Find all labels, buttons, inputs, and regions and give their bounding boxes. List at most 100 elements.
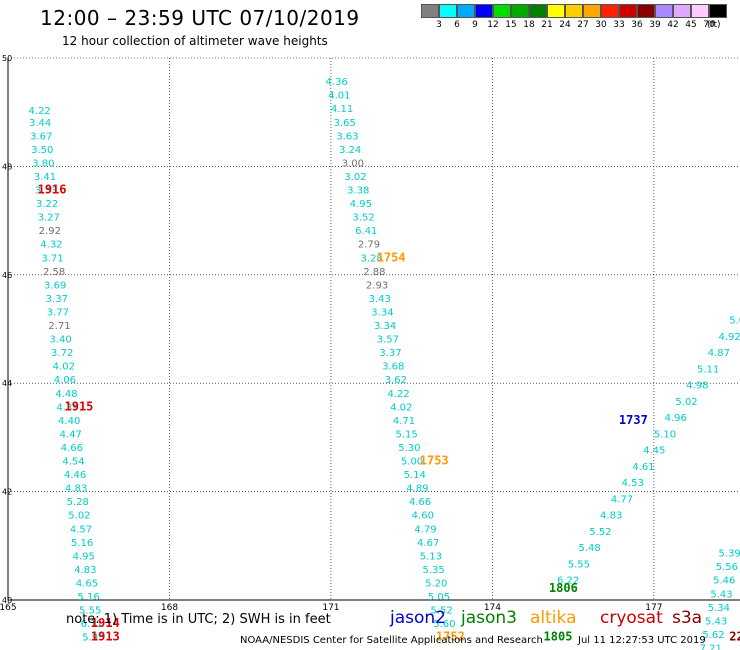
sat-label-jason3: jason3 <box>461 608 517 628</box>
swh-point-label: 5.95 <box>82 633 104 644</box>
color-scale-label: 24 <box>559 20 571 30</box>
swh-point-label: 5.52 <box>589 527 611 538</box>
swh-point-label: 3.24 <box>339 145 361 156</box>
footer-timestamp: Jul 11 12:27:53 UTC 2019 <box>578 635 706 646</box>
swh-point-label: 3.43 <box>369 294 391 305</box>
color-scale-label: 36 <box>631 20 643 30</box>
swh-point-label: 4.83 <box>600 511 622 522</box>
color-scale-label: 21 <box>541 20 553 30</box>
time-label: 1737 <box>619 413 648 427</box>
swh-point-label: 3.34 <box>374 321 396 332</box>
swh-point-label: 4.96 <box>665 413 687 424</box>
color-scale-label: 42 <box>667 20 679 30</box>
color-scale-label: 18 <box>523 20 535 30</box>
swh-point-label: 3.71 <box>41 253 63 264</box>
swh-point-label: 3.50 <box>31 145 53 156</box>
color-scale-label: 70 <box>703 20 715 30</box>
swh-point-label: 4.60 <box>412 511 434 522</box>
swh-point-label: 5.55 <box>568 559 590 570</box>
swh-point-label: 4.87 <box>708 348 730 359</box>
swh-point-label: 2.88 <box>363 267 385 278</box>
swh-point-label: 5.13 <box>420 551 442 562</box>
swh-point-label: 4.39 <box>56 402 78 413</box>
swh-point-label: 5.55 <box>79 606 101 617</box>
swh-point-label: 4.92 <box>718 332 740 343</box>
swh-point-label: 4.89 <box>406 484 428 495</box>
swh-point-label: 5.00 <box>401 457 423 468</box>
swh-point-label: 5.05 <box>428 592 450 603</box>
swh-point-label: 4.67 <box>417 538 439 549</box>
swh-point-label: 5.11 <box>697 364 719 375</box>
swh-point-label: 3.37 <box>46 294 68 305</box>
swh-point-label: 4.83 <box>74 565 96 576</box>
swh-point-label: 3.34 <box>371 307 393 318</box>
color-scale-label: 45 <box>685 20 697 30</box>
x-tick-label: 177 <box>645 603 662 613</box>
y-tick-label: 44 <box>2 379 12 388</box>
swh-point-label: 2.93 <box>366 280 388 291</box>
swh-point-label: 3.27 <box>38 213 60 224</box>
footer-credit: NOAA/NESDIS Center for Satellite Applica… <box>240 635 543 646</box>
swh-point-label: 5.16 <box>77 592 99 603</box>
color-scale-label: 15 <box>505 20 517 30</box>
swh-point-label: 4.61 <box>632 462 654 473</box>
swh-point-label: 4.32 <box>40 240 62 251</box>
time-label: 22 <box>729 630 740 644</box>
swh-point-label: 4.53 <box>622 478 644 489</box>
color-swatch <box>673 4 691 18</box>
swh-point-label: 4.02 <box>53 362 75 373</box>
swh-point-label: 3.28 <box>361 253 383 264</box>
y-tick-label: 42 <box>2 488 12 497</box>
swh-point-label: 5.01 <box>729 316 740 327</box>
color-swatch <box>547 4 565 18</box>
swh-point-label: 3.69 <box>44 280 66 291</box>
swh-point-label: 3.80 <box>32 158 54 169</box>
color-swatch <box>637 4 655 18</box>
swh-point-label: 4.77 <box>611 494 633 505</box>
swh-point-label: 4.98 <box>686 381 708 392</box>
page-title: 12:00 – 23:59 UTC 07/10/2019 <box>40 6 360 30</box>
swh-point-label: 3.72 <box>51 348 73 359</box>
chart-note: note: 1) Time is in UTC; 2) SWH is in fe… <box>66 612 331 627</box>
page-subtitle: 12 hour collection of altimeter wave hei… <box>62 34 328 48</box>
swh-point-label: 3.62 <box>385 375 407 386</box>
swh-point-label: 4.40 <box>58 416 80 427</box>
swh-point-label: 5.16 <box>71 538 93 549</box>
swh-point-label: 5.56 <box>716 562 738 573</box>
color-swatch <box>511 4 529 18</box>
y-tick-label: 46 <box>2 271 12 280</box>
color-swatch <box>475 4 493 18</box>
swh-point-label: 5.30 <box>398 443 420 454</box>
swh-point-label: 4.57 <box>70 524 92 535</box>
swh-point-label: 5.62 <box>702 630 724 641</box>
swh-point-label: 3.77 <box>47 307 69 318</box>
y-tick-label: 48 <box>2 162 12 171</box>
swh-point-label: 3.40 <box>49 335 71 346</box>
time-label: 1915 <box>65 399 94 413</box>
color-swatch <box>565 4 583 18</box>
color-scale-labels: (ft) 3 6 9 12 15 18 21 24 27 30 33 36 39 42 45 70 <box>421 18 731 32</box>
color-swatch <box>439 4 457 18</box>
swh-point-label: 4.45 <box>643 446 665 457</box>
swh-point-label: 5.60 <box>433 619 455 630</box>
swh-point-label: 5.48 <box>579 543 601 554</box>
color-scale-label: 6 <box>454 20 460 30</box>
swh-point-label: 4.01 <box>328 91 350 102</box>
color-scale-label: 9 <box>472 20 478 30</box>
swh-point-label: 3.52 <box>352 213 374 224</box>
swh-point-label: 3.63 <box>336 131 358 142</box>
time-label: 1806 <box>549 581 578 595</box>
swh-point-label: 3.57 <box>377 335 399 346</box>
swh-point-label: 5.15 <box>396 429 418 440</box>
swh-point-label: 3.33 <box>35 186 57 197</box>
sat-label-s3a: s3a <box>672 608 703 628</box>
color-swatch <box>601 4 619 18</box>
swh-point-label: 4.22 <box>387 389 409 400</box>
swh-point-label: 5.02 <box>675 397 697 408</box>
x-tick-label: 165 <box>0 603 17 613</box>
swh-point-label: 3.41 <box>34 172 56 183</box>
swh-point-label: 3.38 <box>347 186 369 197</box>
time-label: 1914 <box>91 616 120 630</box>
color-scale-label: 3 <box>436 20 442 30</box>
